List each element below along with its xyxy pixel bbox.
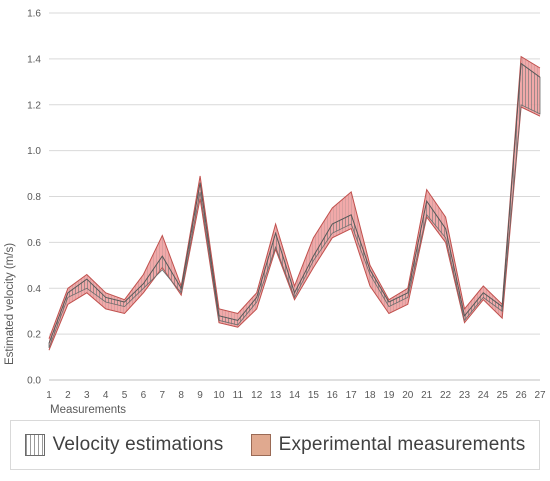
x-tick-label: 4	[103, 390, 109, 401]
x-tick-label: 20	[402, 390, 414, 401]
experimental-lower-line	[48, 106, 541, 351]
estimation-upper-line	[48, 62, 541, 344]
bands	[48, 55, 541, 351]
gridlines	[49, 12, 540, 335]
x-tick-label: 12	[251, 390, 263, 401]
x-tick-label: 6	[141, 390, 147, 401]
legend-swatch-hatched	[24, 434, 45, 456]
y-tick-label: 0.0	[27, 376, 41, 387]
x-tick-label: 5	[122, 390, 128, 401]
legend-entry-experimental: Experimental measurements	[250, 434, 526, 456]
legend-label-experimental: Experimental measurements	[278, 434, 526, 455]
y-tick-label: 1.6	[27, 9, 41, 20]
legend-swatch-filled	[250, 434, 271, 456]
x-tick-label: 18	[364, 390, 376, 401]
x-tick-label: 2	[65, 390, 71, 401]
y-tick-label: 1.0	[27, 146, 41, 157]
y-tick-labels: 0.0 0.2 0.4 0.6 0.8 1.0 1.2 1.4 1.6	[27, 9, 41, 387]
x-tick-label: 21	[421, 390, 433, 401]
x-tick-label: 22	[440, 390, 452, 401]
x-tick-label: 8	[178, 390, 184, 401]
x-tick-label: 9	[197, 390, 203, 401]
y-tick-label: 0.6	[27, 238, 41, 249]
x-tick-label: 10	[213, 390, 225, 401]
estimation-band	[48, 62, 541, 349]
x-axis-title: Measurements	[50, 404, 126, 416]
x-tick-label: 11	[233, 390, 244, 401]
x-tick-label: 17	[346, 390, 358, 401]
experimental-upper-line	[48, 55, 541, 339]
x-tick-label: 27	[534, 390, 546, 401]
y-tick-label: 0.8	[27, 192, 41, 203]
x-tick-label: 25	[497, 390, 509, 401]
x-tick-label: 26	[516, 390, 528, 401]
x-tick-label: 7	[160, 390, 166, 401]
legend-label-estimations: Velocity estimations	[52, 434, 224, 455]
x-tick-label: 23	[459, 390, 471, 401]
y-tick-label: 1.2	[27, 100, 41, 111]
x-tick-label: 14	[289, 390, 301, 401]
x-tick-label: 3	[84, 390, 90, 401]
x-tick-labels: 1 2 3 4 5 6 7 8 9 10 11 12 13 14 15 16 17 18 19 20 21 22 23 24 2…	[46, 390, 546, 401]
y-tick-label: 0.4	[27, 284, 41, 295]
x-tick-label: 13	[270, 390, 282, 401]
y-axis-title: Estimated velocity (m/s)	[4, 243, 16, 365]
x-tick-label: 19	[383, 390, 395, 401]
y-tick-label: 0.2	[27, 330, 41, 341]
x-tick-label: 16	[327, 390, 339, 401]
x-tick-label: 24	[478, 390, 490, 401]
legend: Velocity estimations Experimental measur…	[10, 420, 540, 470]
legend-entry-estimations: Velocity estimations	[24, 434, 224, 456]
x-tick-label: 1	[46, 390, 52, 401]
y-tick-label: 1.4	[27, 54, 41, 65]
x-tick-label: 15	[308, 390, 320, 401]
